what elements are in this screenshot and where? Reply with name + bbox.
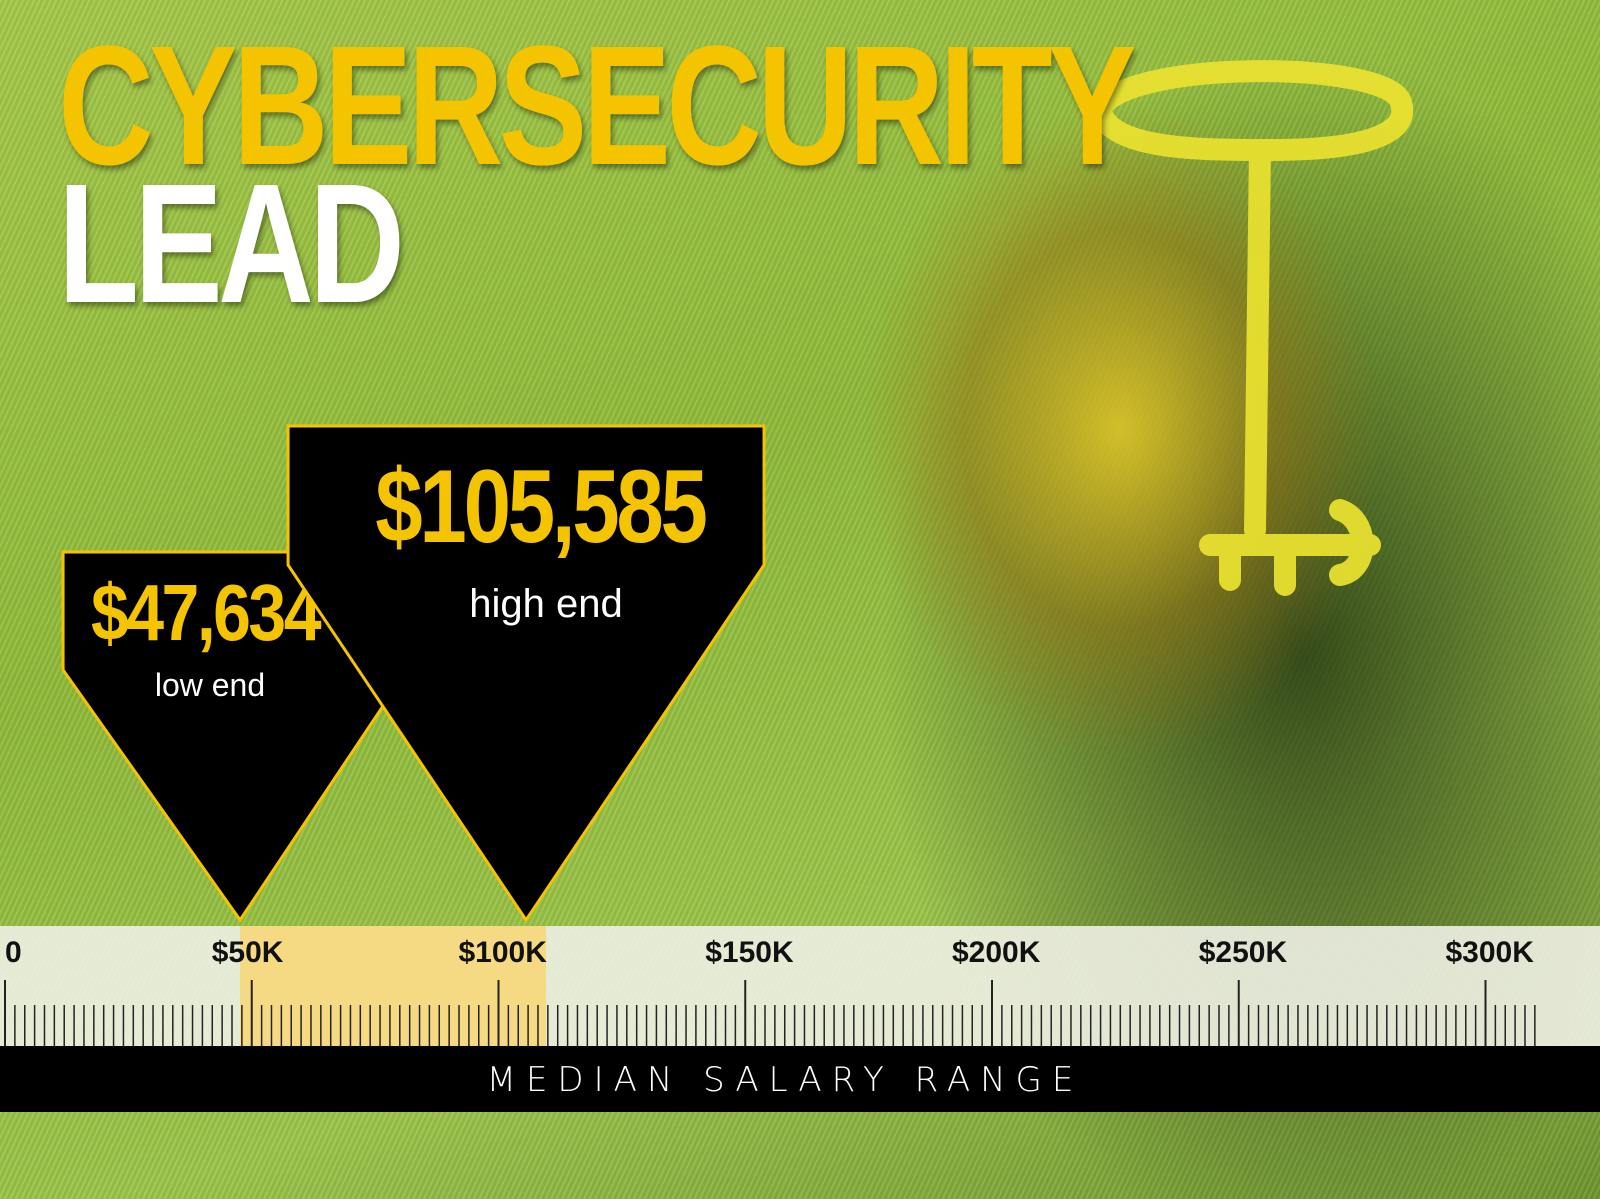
tick-label: $100K (459, 936, 548, 969)
tick-label: 0 (5, 936, 22, 969)
high-end-value: $105,585 (375, 449, 706, 565)
salary-ruler: 0 $50K $100K $150K $200K $250K $300K MEDIAN SA… (0, 926, 1600, 1112)
key-icon (1088, 60, 1414, 596)
title-line-2: LEAD (58, 149, 405, 339)
tick-label: $300K (1446, 936, 1535, 969)
high-end-marker: $105,585 high end (286, 424, 766, 923)
low-end-marker: $47,634 low end (61, 550, 409, 923)
high-end-label: high end (469, 582, 622, 626)
low-end-value: $47,634 (91, 568, 321, 657)
low-end-label: low end (155, 667, 265, 703)
tick-label: $50K (212, 936, 284, 969)
title-line-1: CYBERSECURITY (58, 11, 1136, 201)
tick-label: $250K (1199, 936, 1288, 969)
axis-label-bar (0, 1046, 1600, 1112)
tick-label: $200K (952, 936, 1041, 969)
axis-label: MEDIAN SALARY RANGE (487, 1060, 1084, 1100)
tick-label: $150K (705, 936, 794, 969)
